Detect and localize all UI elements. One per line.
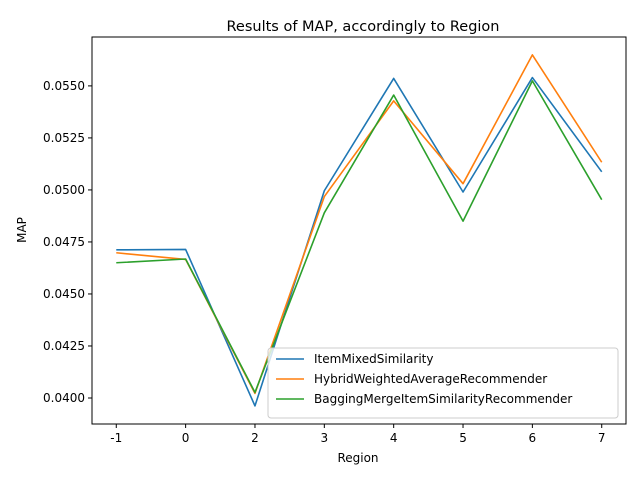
chart-title: Results of MAP, accordingly to Region [226,19,499,35]
y-tick-label: 0.0450 [43,287,85,301]
legend: ItemMixedSimilarity HybridWeightedAverage… [267,347,619,419]
series-line-2 [116,80,603,394]
y-axis-label: MAP [15,217,29,243]
x-tick-label: 0 [182,431,190,445]
legend-box [267,347,619,419]
y-tick-label: 0.0400 [43,391,85,405]
x-tick-label: -1 [110,431,122,445]
y-axis: 0.0400 0.0425 0.0450 0.0475 0.0500 0.0525 0.05… [43,79,92,405]
legend-label: HybridWeightedAverageRecommender [314,372,547,386]
legend-label: BaggingMergeItemSimilarityRecommender [314,392,572,406]
y-tick-label: 0.0500 [43,183,85,197]
legend-label: ItemMixedSimilarity [314,352,433,366]
x-tick-label: 7 [598,431,606,445]
series-line-0 [116,76,603,407]
x-axis: -1 0 2 3 4 5 6 7 [110,424,606,445]
y-tick-label: 0.0550 [43,79,85,93]
x-tick-label: 3 [321,431,329,445]
y-tick-label: 0.0475 [43,235,85,249]
y-tick-label: 0.0525 [43,131,85,145]
y-tick-label: 0.0425 [43,339,85,353]
x-tick-label: 4 [390,431,398,445]
series-lines [116,54,603,407]
x-tick-label: 2 [251,431,259,445]
x-tick-label: 6 [529,431,537,445]
x-axis-label: Region [337,451,378,465]
x-tick-label: 5 [459,431,467,445]
